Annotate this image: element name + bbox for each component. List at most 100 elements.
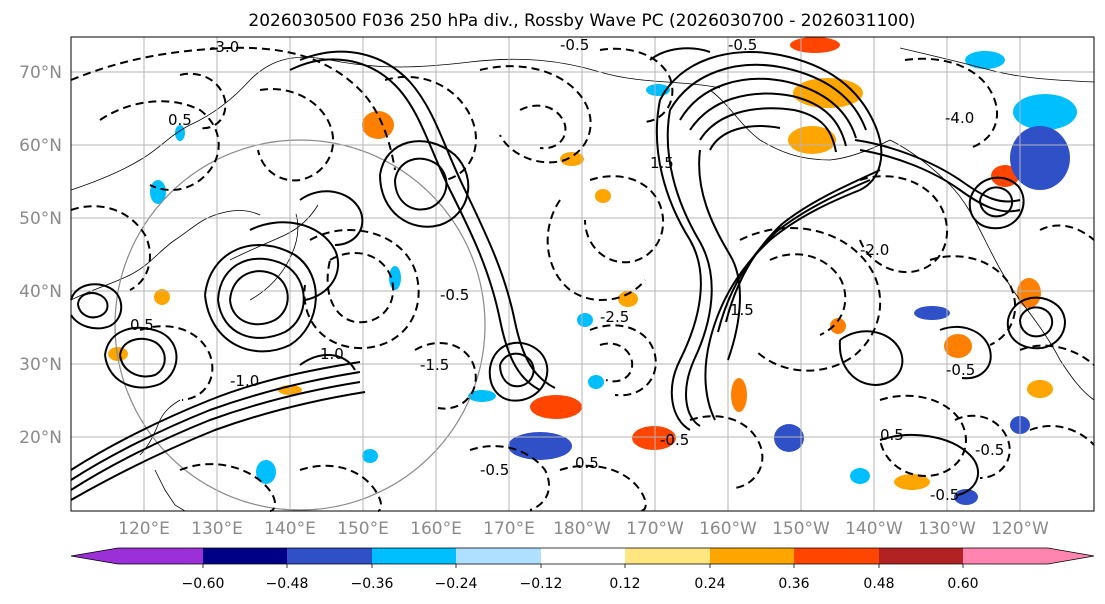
contour-label: 1.5 [650,154,674,172]
positive-div-patch [595,189,611,203]
contour-label: -0.5 [728,36,757,54]
solid-contour [725,169,881,323]
solid-contour [698,149,741,361]
dashed-contour [599,47,674,123]
latitude-labels: 70°N 60°N 50°N 40°N 30°N 20°N [19,63,62,448]
solid-contour [854,139,1021,203]
dashed-contour [469,445,550,511]
lon-label: 170°E [483,519,535,539]
dashed-contour [879,394,967,477]
solid-contour [649,47,711,61]
dashed-contour [479,65,592,164]
positive-div-patch [731,378,747,412]
solid-contour [104,326,178,389]
lon-label: 150°E [337,519,389,539]
map-frame [70,36,1095,512]
positive-div-patch [530,395,582,419]
colorbar-segment [456,548,541,564]
lat-label: 20°N [19,428,62,448]
negative-div-patch [468,390,496,402]
solid-contour [119,337,166,378]
gridlines [71,37,1094,511]
colorbar-segment [118,548,203,564]
solid-contour [249,221,340,301]
longitude-labels: 120°E 130°E 140°E 150°E 160°E 170°E 180°… [118,519,1049,539]
colorbar-label: −0.12 [520,576,563,592]
solid-contour [659,51,883,191]
solid-contour [394,157,448,211]
lon-label: 120°W [991,519,1049,539]
lat-label: 70°N [19,63,62,83]
negative-div-patch [774,424,804,452]
annotation-circle [114,139,486,511]
solid-contour [70,361,361,471]
colorbar-segment [71,548,118,564]
positive-div-patch [154,289,170,305]
negative-div-patch [1013,94,1077,130]
colorbar-segment [710,548,794,564]
figure-title: 2026030500 F036 250 hPa div., Rossby Wav… [248,11,915,31]
colorbar-segment [287,548,372,564]
solid-contour [204,244,317,353]
solid-contour [217,257,305,339]
dashed-contour [859,175,949,274]
lon-label: 170°W [626,519,684,539]
dashed-contour [769,253,847,336]
solid-contour [488,341,549,402]
dashed-contour [257,88,335,182]
contour-label: -0.5 [975,441,1004,459]
colorbar-segment [203,548,287,564]
negative-div-patch [588,375,604,389]
contour-label: 0.5 [880,426,904,444]
colorbar: −0.60 −0.48 −0.36 −0.24 −0.12 0.12 0.24 … [70,547,1095,592]
dashed-contour [179,72,227,130]
solid-contour [1006,296,1066,350]
solid-contour [70,391,366,501]
contour-label: -0.5 [480,461,509,479]
positive-div-patch [560,152,584,166]
positive-div-patch [618,291,638,307]
map-panel: -3.0 -0.5 -0.5 0.5 1.0 -1.0 -4.0 -0.5 -0… [70,36,1095,512]
lon-label: 120°E [118,519,170,539]
contour-label: 0.5 [130,316,154,334]
positive-div-patch [830,318,846,334]
solid-contour [709,125,781,151]
solid-contour [699,107,837,153]
positive-div-patch [632,426,676,450]
dashed-contour [599,342,634,383]
dashed-contour [904,57,999,149]
solid-contour [979,186,1014,218]
negative-div-patch [389,266,401,290]
negative-div-patch [362,449,378,463]
solid-contour [689,92,847,147]
solid-contour [70,283,123,330]
solid-contour [879,434,980,496]
colorbar-ticks [202,564,964,568]
lat-label: 50°N [19,209,62,229]
contour-label: -1.5 [420,356,449,374]
lon-label: 160°W [699,519,757,539]
dashed-contour [546,199,646,302]
solid-contour [299,190,364,246]
dashed-contour [1029,425,1095,446]
solid-contour [939,325,992,380]
positive-div-patch [362,111,394,139]
positive-div-patch [793,78,863,108]
dashed-contour [954,414,1011,479]
dashed-contour [326,251,395,324]
contour-label: -0.5 [440,286,469,304]
dashed-contour [519,104,567,150]
colorbar-label: −0.60 [182,576,225,592]
colorbar-segment [541,548,625,564]
negative-div-patch [256,460,276,484]
philippines-coast [154,469,186,512]
negative-contours [70,46,1095,512]
colorbar-segment [963,548,1048,564]
dashed-contour [99,100,220,191]
negative-div-patch [508,432,572,460]
dashed-contour [559,464,647,512]
solid-contour [859,149,1021,213]
contour-label: 0.5 [575,454,599,472]
negative-div-patch [1010,126,1070,190]
dashed-contour [589,324,657,397]
